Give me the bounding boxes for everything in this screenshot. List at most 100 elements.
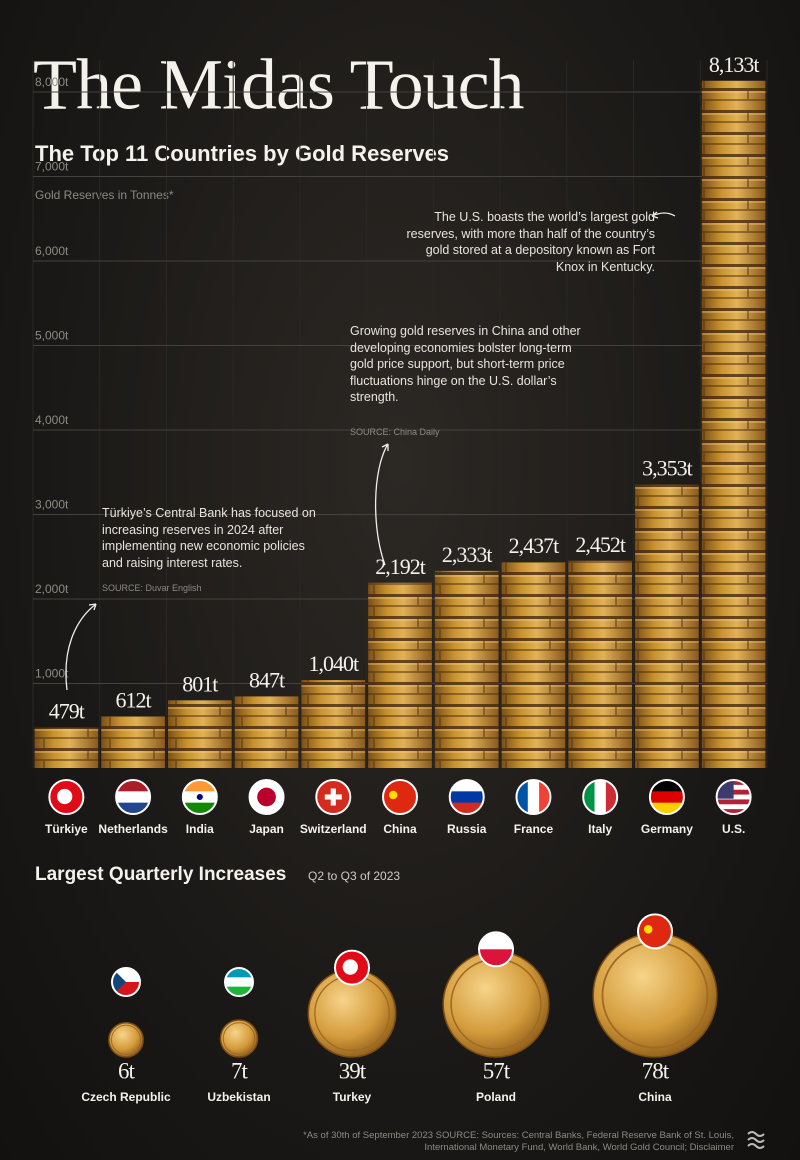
bars: 479t Türkiye 612t Netherlands 801t India 847t J… bbox=[34, 52, 766, 836]
x-tick-label: Switzerland bbox=[300, 822, 367, 836]
flag-ring bbox=[448, 779, 485, 815]
category-label: Uzbekistan bbox=[207, 1090, 270, 1104]
flag-ring bbox=[315, 779, 352, 815]
flag-ring bbox=[648, 779, 685, 815]
flag-stripe bbox=[479, 932, 513, 950]
x-tick-label: Italy bbox=[588, 822, 612, 836]
flag-stripe bbox=[539, 780, 551, 814]
flag bbox=[516, 780, 551, 814]
value-label: 6t bbox=[118, 1058, 136, 1083]
bar-texture bbox=[568, 560, 633, 768]
chart-title: The Midas Touch bbox=[33, 45, 525, 125]
x-tick-label: Netherlands bbox=[98, 822, 168, 836]
value-label: 479t bbox=[49, 699, 85, 724]
bar-texture bbox=[635, 484, 699, 768]
y-tick-label: 2,000t bbox=[35, 582, 69, 596]
y-axis-label: Gold Reserves in Tonnes* bbox=[35, 188, 174, 202]
flag-ring bbox=[637, 913, 673, 950]
flag-stripe bbox=[225, 977, 253, 988]
section-subtitle: Q2 to Q3 of 2023 bbox=[308, 869, 400, 883]
flag-stripe bbox=[182, 780, 217, 792]
annotation-arrow bbox=[651, 212, 676, 217]
flag-cross bbox=[330, 788, 336, 806]
x-tick-label: China bbox=[383, 822, 417, 836]
arrowhead bbox=[381, 443, 389, 451]
x-tick-label: India bbox=[186, 822, 214, 836]
y-tick-label: 6,000t bbox=[35, 244, 69, 258]
flag-emblem bbox=[643, 925, 653, 934]
flag-stripe bbox=[449, 802, 484, 814]
flag-stripe bbox=[116, 791, 151, 804]
flag bbox=[116, 780, 151, 814]
flag-ring bbox=[715, 779, 752, 815]
flag-triangle bbox=[112, 968, 126, 996]
coin bbox=[219, 1019, 259, 1058]
flag-stripe bbox=[716, 804, 751, 810]
value-label: 612t bbox=[116, 687, 152, 712]
arrowhead bbox=[651, 211, 659, 219]
flag-stripe bbox=[225, 968, 253, 978]
value-label: 2,452t bbox=[575, 532, 626, 557]
flag bbox=[112, 968, 140, 996]
bar-texture bbox=[34, 727, 99, 768]
y-tick-label: 1,000t bbox=[35, 667, 69, 681]
y-tick-label: 8,000t bbox=[35, 75, 69, 89]
flag-stripe bbox=[449, 791, 484, 804]
bar-texture bbox=[434, 570, 499, 768]
flag bbox=[479, 932, 513, 967]
footnote: *As of 30th of September 2023 SOURCE: So… bbox=[303, 1130, 734, 1153]
bar-texture bbox=[167, 700, 232, 768]
flag-stripe bbox=[527, 780, 540, 814]
y-tick-label: 7,000t bbox=[35, 160, 69, 174]
value-label: 801t bbox=[182, 671, 218, 696]
flag-ring bbox=[515, 779, 552, 815]
category-label: Czech Republic bbox=[81, 1090, 171, 1104]
flag-ring bbox=[478, 931, 514, 968]
flag-emblem bbox=[57, 788, 73, 805]
flag-emblem bbox=[196, 793, 203, 801]
flag-ring bbox=[224, 967, 254, 997]
value-label: 3,353t bbox=[642, 456, 693, 481]
y-tick-label: 4,000t bbox=[35, 413, 69, 427]
flag-ring bbox=[115, 779, 152, 815]
coins: 6t Czech Republic 7t Uzbekistan 39t Turkey 57t… bbox=[81, 913, 718, 1104]
coin-rim bbox=[222, 1022, 256, 1055]
coin bbox=[108, 1021, 144, 1058]
flag-stripe bbox=[225, 986, 253, 996]
flag-emblem bbox=[257, 787, 276, 807]
value-label: 8,133t bbox=[709, 52, 760, 77]
flag-stripe bbox=[716, 809, 751, 814]
value-label: 1,040t bbox=[308, 651, 359, 676]
annotation: The U.S. boasts the world’s largest gold… bbox=[406, 210, 656, 274]
flag-emblem bbox=[388, 790, 398, 800]
flag bbox=[649, 780, 684, 814]
y-tick-label: 3,000t bbox=[35, 498, 69, 512]
flag-stripe bbox=[449, 780, 484, 792]
flag-ring bbox=[111, 967, 141, 997]
category-label: Poland bbox=[476, 1090, 516, 1104]
annotation-source: SOURCE: Duvar English bbox=[102, 583, 202, 593]
flag-ring bbox=[334, 949, 370, 986]
flag-stripe bbox=[116, 780, 151, 792]
flag-stripe bbox=[594, 780, 607, 814]
flag-stripe bbox=[479, 949, 513, 967]
value-label: 2,437t bbox=[509, 533, 560, 558]
x-tick-label: Russia bbox=[447, 822, 487, 836]
flag-stripe bbox=[716, 799, 751, 805]
y-tick-label: 5,000t bbox=[35, 329, 69, 343]
coin-rim bbox=[110, 1024, 142, 1055]
x-tick-label: Türkiye bbox=[45, 822, 88, 836]
flag-stripe bbox=[116, 802, 151, 814]
category-label: Turkey bbox=[333, 1090, 372, 1104]
value-label: 7t bbox=[231, 1058, 249, 1083]
category-label: China bbox=[638, 1090, 672, 1104]
annotation-source: SOURCE: China Daily bbox=[350, 427, 440, 437]
annotation: Türkiye’s Central Bank has focused on in… bbox=[102, 506, 316, 570]
flag bbox=[449, 780, 484, 814]
annotation: Growing gold reserves in China and other… bbox=[350, 324, 581, 404]
x-tick-label: Germany bbox=[641, 822, 693, 836]
bar-texture bbox=[701, 80, 766, 769]
flag-stripe bbox=[516, 780, 529, 814]
